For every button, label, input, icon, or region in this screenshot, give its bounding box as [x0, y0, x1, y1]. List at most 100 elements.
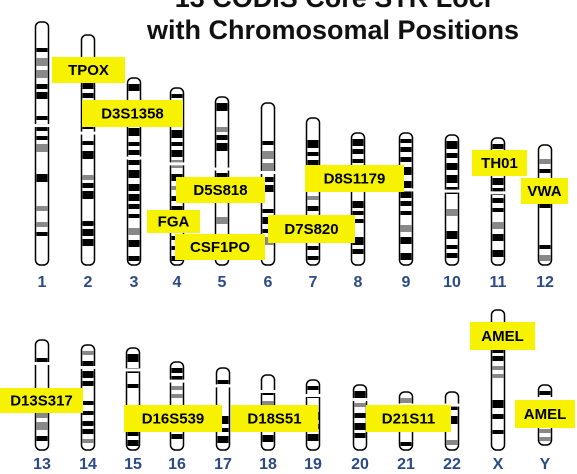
- band: [171, 386, 183, 390]
- band: [171, 130, 183, 138]
- band: [36, 48, 48, 52]
- band: [400, 147, 412, 152]
- band: [36, 116, 48, 120]
- band: [400, 191, 412, 198]
- band: [128, 184, 140, 191]
- locus-label: AMEL: [524, 406, 567, 423]
- band: [492, 178, 504, 185]
- band: [216, 135, 228, 140]
- centromere: [34, 124, 50, 128]
- band: [128, 204, 140, 209]
- band: [446, 175, 458, 183]
- band: [352, 211, 364, 215]
- band: [352, 149, 364, 154]
- centromere: [126, 156, 142, 160]
- chromosome-number: 20: [351, 456, 369, 473]
- band: [171, 376, 183, 381]
- band: [36, 92, 48, 99]
- band: [400, 211, 412, 215]
- centromere: [80, 366, 96, 369]
- locus-box: [268, 215, 355, 243]
- chromosome: [352, 384, 368, 451]
- locus-label: FGA: [158, 213, 190, 230]
- band: [82, 151, 94, 159]
- locus-box: [366, 405, 451, 432]
- band: [36, 436, 48, 441]
- band: [128, 128, 140, 136]
- centromere: [398, 188, 414, 192]
- band: [539, 159, 551, 164]
- band: [217, 436, 229, 443]
- locus-box: [176, 177, 265, 203]
- band: [492, 250, 504, 257]
- band: [352, 249, 364, 254]
- band: [307, 196, 319, 200]
- band: [352, 201, 364, 208]
- band: [171, 150, 183, 157]
- band: [307, 206, 319, 211]
- band: [539, 169, 551, 173]
- band: [82, 93, 94, 98]
- chromosome-number: 12: [536, 274, 554, 291]
- band: [492, 430, 504, 434]
- chromosome-number: 11: [490, 274, 507, 291]
- centromere: [305, 394, 321, 397]
- centromere: [490, 191, 506, 195]
- band: [539, 255, 551, 261]
- band: [128, 142, 140, 146]
- band: [82, 381, 94, 386]
- chromosome-body: [398, 132, 414, 266]
- band: [36, 84, 48, 89]
- locus-label: D16S539: [142, 410, 205, 427]
- chromosome: [398, 132, 414, 266]
- band: [36, 58, 48, 66]
- chromosome-number: X: [493, 456, 504, 473]
- locus-label: CSF1PO: [190, 239, 250, 256]
- centromere: [352, 398, 368, 401]
- band: [82, 411, 94, 415]
- locus-label: D18S51: [247, 410, 301, 427]
- band: [128, 170, 140, 178]
- band: [36, 410, 48, 418]
- chromosome: [537, 144, 553, 266]
- band: [36, 136, 48, 140]
- band: [171, 206, 183, 213]
- band: [492, 144, 504, 149]
- band: [82, 221, 94, 226]
- band: [307, 160, 319, 167]
- locus-box: [175, 234, 265, 260]
- band: [36, 232, 48, 236]
- chromosome-number: 6: [264, 274, 273, 291]
- chromosome: [444, 134, 460, 266]
- band: [352, 159, 364, 163]
- band: [446, 231, 458, 239]
- band: [446, 416, 458, 424]
- chromosome-body: [80, 34, 96, 266]
- band: [307, 246, 319, 250]
- chromosome-number: 2: [84, 274, 93, 291]
- band: [352, 139, 364, 146]
- band: [492, 348, 504, 353]
- band: [307, 386, 319, 390]
- chromosome-number: 14: [79, 456, 97, 473]
- locus-label: VWA: [527, 183, 561, 200]
- band: [446, 406, 458, 410]
- band: [400, 167, 412, 175]
- band: [446, 153, 458, 158]
- centromere: [444, 189, 460, 193]
- chromosome-body: [34, 21, 50, 266]
- chromosome-number: 22: [443, 456, 461, 473]
- band: [127, 384, 139, 388]
- centromere: [34, 362, 50, 365]
- band: [354, 413, 366, 418]
- band: [36, 358, 48, 363]
- band: [36, 222, 48, 227]
- band: [82, 429, 94, 434]
- band: [400, 253, 412, 260]
- locus-label: TH01: [481, 155, 518, 172]
- band: [539, 391, 551, 395]
- centromere: [260, 390, 276, 393]
- locus-label: TPOX: [68, 62, 109, 79]
